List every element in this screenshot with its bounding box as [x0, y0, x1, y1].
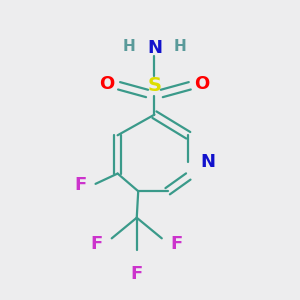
- Text: N: N: [147, 39, 162, 57]
- Text: F: F: [130, 265, 143, 283]
- Text: H: H: [174, 39, 186, 54]
- Text: S: S: [147, 76, 161, 95]
- Text: F: F: [171, 235, 183, 253]
- Text: O: O: [194, 75, 209, 93]
- Text: O: O: [99, 75, 115, 93]
- Text: F: F: [74, 176, 87, 194]
- Text: H: H: [122, 39, 135, 54]
- Text: N: N: [200, 153, 215, 171]
- Text: F: F: [91, 235, 103, 253]
